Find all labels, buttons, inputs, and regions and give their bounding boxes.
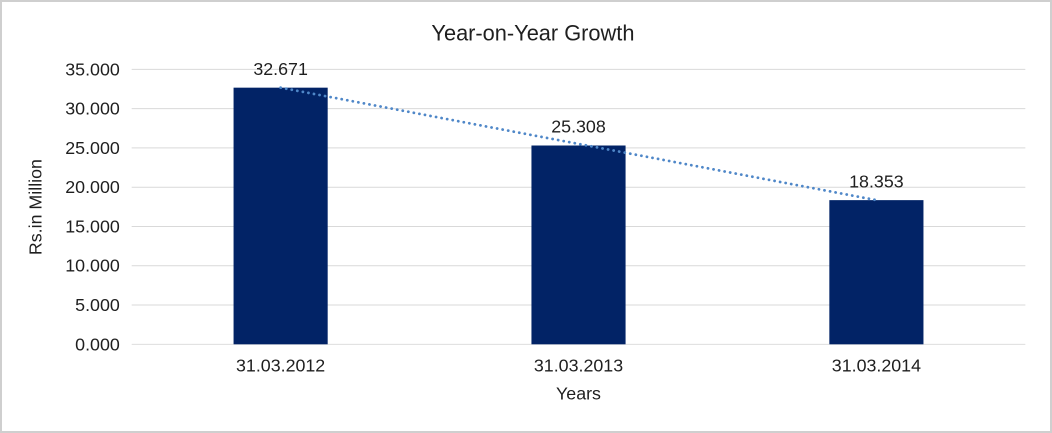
y-axis-tick-labels: 0.000 5.000 10.000 15.000 20.000 25.000 30.000… [65,59,120,354]
x-axis-tick-labels: 31.03.2012 31.03.2013 31.03.2014 [236,356,921,376]
y-tick-label: 20.000 [65,177,120,197]
y-tick-label: 25.000 [65,138,120,158]
y-tick-label: 5.000 [75,295,120,315]
x-axis-title: Years [556,383,601,403]
y-tick-label: 35.000 [65,59,120,79]
trendline-group [279,86,878,202]
x-tick-label: 31.03.2012 [236,356,325,376]
y-tick-label: 30.000 [65,99,120,119]
y-tick-label: 15.000 [65,216,120,236]
bar-31.03.2013 [531,145,626,345]
x-tick-label: 31.03.2013 [534,356,623,376]
chart-title: Year-on-Year Growth [431,21,634,46]
x-tick-label: 31.03.2014 [832,356,921,376]
y-axis-title: Rs.in Million [26,159,46,255]
bar-series [233,87,924,345]
bar-value-label: 25.308 [551,117,606,137]
bar-value-label: 18.353 [849,171,904,191]
bar-31.03.2012 [233,87,328,345]
trendline [279,86,878,202]
y-tick-label: 10.000 [65,256,120,276]
bar-value-labels: 32.671 25.308 18.353 [253,59,903,191]
y-tick-label: 0.000 [75,334,120,354]
bar-value-label: 32.671 [253,59,308,79]
bar-31.03.2014 [829,200,924,345]
